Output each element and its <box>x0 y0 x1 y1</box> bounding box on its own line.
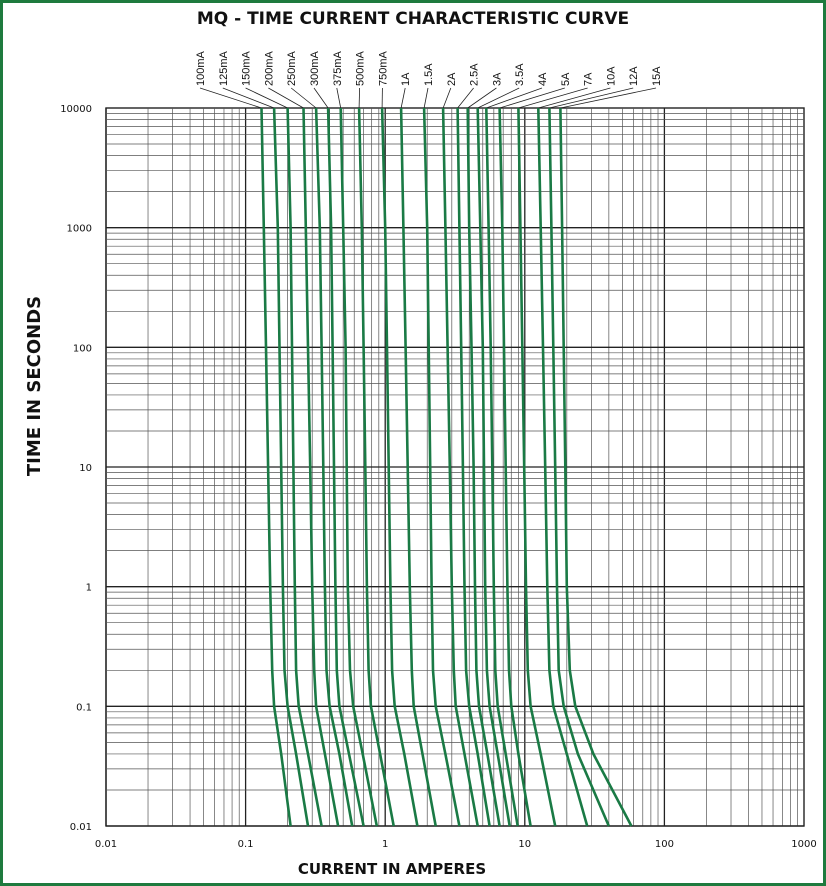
rating-leader-line <box>467 87 497 109</box>
rating-label-500mA: 500mA <box>355 50 367 86</box>
curve-250mA <box>314 107 354 827</box>
curve-500mA <box>357 107 395 827</box>
rating-leader-line <box>290 87 317 109</box>
rating-label-12A: 12A <box>628 66 640 86</box>
rating-label-150mA: 150mA <box>241 50 253 86</box>
rating-label-1A: 1A <box>400 72 412 86</box>
y-tick-label: 10000 <box>60 104 92 115</box>
rating-leader-line <box>486 87 543 109</box>
x-axis-label: CURRENT IN AMPERES <box>298 860 486 878</box>
rating-label-7A: 7A <box>583 72 595 86</box>
x-tick-label: 1000 <box>791 839 816 850</box>
rating-leader-line <box>222 87 275 109</box>
curve-3A <box>466 107 501 827</box>
y-tick-label: 0.1 <box>76 702 92 713</box>
rating-label-200mA: 200mA <box>263 50 275 86</box>
y-tick-label: 0.01 <box>70 822 92 833</box>
plot-grid <box>105 107 805 827</box>
curve-group <box>260 107 633 827</box>
rating-leader-line <box>400 87 406 109</box>
chart-title: MQ - TIME CURRENT CHARACTERISTIC CURVE <box>197 9 629 29</box>
curve-12A <box>548 107 610 827</box>
rating-label-4A: 4A <box>537 72 549 86</box>
curve-4A <box>485 107 519 827</box>
rating-leader-line <box>313 87 329 109</box>
rating-label-1.5A: 1.5A <box>423 63 435 86</box>
rating-leader-line <box>358 87 360 109</box>
y-tick-label: 1 <box>86 583 92 594</box>
rating-leader-line <box>499 87 565 109</box>
rating-label-125mA: 125mA <box>218 50 230 86</box>
rating-label-3A: 3A <box>491 72 503 86</box>
rating-leader-line <box>442 87 452 109</box>
curve-1.5A <box>422 107 461 827</box>
rating-label-15A: 15A <box>651 66 663 86</box>
rating-labels: 100mA 125mA 150mA 200mA 250mA 300mA 375mA 500mA… <box>195 50 663 109</box>
rating-label-100mA: 100mA <box>195 50 207 86</box>
curve-2.5A <box>456 107 491 827</box>
curve-2A <box>441 107 479 827</box>
rating-label-2.5A: 2.5A <box>469 63 481 86</box>
rating-label-5A: 5A <box>560 72 572 86</box>
rating-leader-line <box>245 87 288 109</box>
y-tick-labels: 10000 1000 100 10 1 0.1 0.01 <box>60 104 92 833</box>
rating-leader-line <box>477 87 520 109</box>
curve-150mA <box>286 107 323 827</box>
rating-label-2A: 2A <box>446 72 458 86</box>
x-tick-label: 0.01 <box>95 839 117 850</box>
rating-leader-line <box>423 87 429 109</box>
x-tick-label: 1 <box>382 839 388 850</box>
curve-125mA <box>272 107 310 827</box>
curve-3.5A <box>476 107 511 827</box>
curve-750mA <box>380 107 419 827</box>
curve-15A <box>559 107 633 827</box>
rating-leader-line <box>199 87 262 109</box>
rating-leader-line <box>538 87 611 109</box>
rating-leader-line <box>268 87 304 109</box>
curve-200mA <box>302 107 340 827</box>
curve-5A <box>498 107 532 827</box>
curve-375mA <box>339 107 379 827</box>
rating-leader-line <box>457 87 474 109</box>
curve-100mA <box>260 107 292 827</box>
rating-leader-line <box>336 87 342 109</box>
curve-300mA <box>326 107 365 827</box>
x-tick-label: 10 <box>518 839 531 850</box>
rating-label-3.5A: 3.5A <box>514 63 526 86</box>
y-tick-label: 1000 <box>67 224 92 235</box>
rating-label-750mA: 750mA <box>377 50 389 86</box>
rating-label-375mA: 375mA <box>332 50 344 86</box>
rating-label-300mA: 300mA <box>309 50 321 86</box>
rating-label-250mA: 250mA <box>286 50 298 86</box>
x-tick-label: 0.1 <box>238 839 254 850</box>
curve-10A <box>537 107 589 827</box>
curve-7A <box>517 107 557 827</box>
x-tick-labels: 0.01 0.1 1 10 100 1000 <box>95 839 817 850</box>
rating-leader-line <box>549 87 634 109</box>
y-tick-label: 10 <box>79 463 92 474</box>
y-axis-label: TIME IN SECONDS <box>24 296 45 476</box>
y-tick-label: 100 <box>73 343 92 354</box>
rating-leader-line <box>518 87 588 109</box>
curve-1A <box>399 107 437 827</box>
x-tick-label: 100 <box>655 839 674 850</box>
rating-leader-line <box>560 87 657 109</box>
rating-label-10A: 10A <box>605 66 617 86</box>
